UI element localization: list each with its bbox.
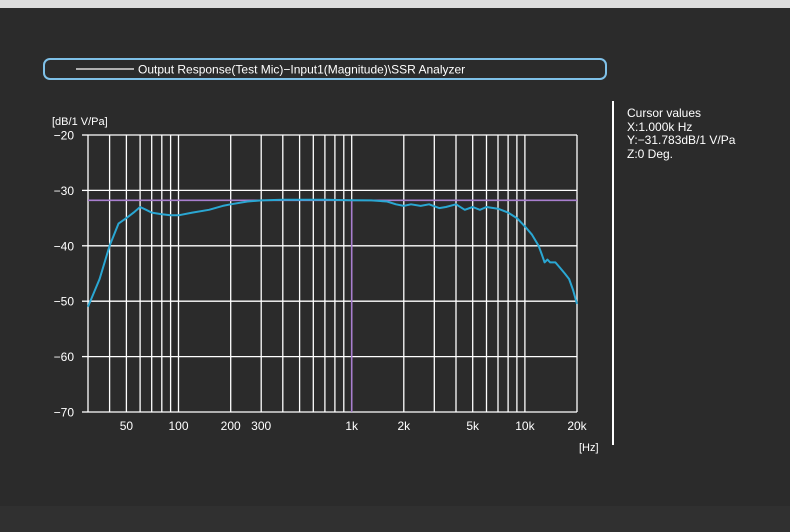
legend-box xyxy=(43,58,607,80)
x-tick-label: 5k xyxy=(466,419,480,433)
cursor-x-value: X:1.000k Hz xyxy=(627,119,693,134)
x-tick-label: 2k xyxy=(397,419,411,433)
bottom-band xyxy=(0,506,790,532)
y-tick-label: −40 xyxy=(54,239,75,253)
grid-layer xyxy=(87,134,578,413)
x-tick-label: 10k xyxy=(515,419,535,433)
cursor-values-title: Cursor values xyxy=(627,106,702,120)
y-tick-label: −50 xyxy=(54,295,75,309)
x-axis-label: [Hz] xyxy=(579,442,599,454)
legend-label: Output Response(Test Mic)−Input1(Magnitu… xyxy=(138,63,465,77)
series-layer xyxy=(87,198,578,308)
x-tick-label: 50 xyxy=(120,419,134,433)
x-tick-label: 100 xyxy=(168,419,188,433)
y-axis-label: [dB/1 V/Pa] xyxy=(52,116,108,128)
x-tick-label: 1k xyxy=(345,419,359,433)
y-tick-label: −20 xyxy=(54,129,75,143)
response-curve xyxy=(87,198,578,308)
panel-divider xyxy=(612,101,614,445)
cursor-z-value: Z:0 Deg. xyxy=(627,146,674,161)
y-tick-label: −60 xyxy=(54,350,75,364)
y-tick-label: −30 xyxy=(54,184,75,198)
x-tick-label: 200 xyxy=(221,419,241,433)
cursor-y-value: Y:−31.783dB/1 V/Pa xyxy=(627,133,736,147)
top-bar xyxy=(0,0,790,8)
tick-labels: 50 100 200 300 1k 2k 5k 10k 20k −20 −30 −40 −50 −60 −7… xyxy=(54,129,588,434)
x-tick-label: 300 xyxy=(251,419,271,433)
x-tick-label: 20k xyxy=(567,419,587,433)
y-tick-label: −70 xyxy=(54,406,75,420)
cursor-values-panel: Cursor values X:1.000k Hz Y:−31.783dB/1 … xyxy=(627,106,736,161)
